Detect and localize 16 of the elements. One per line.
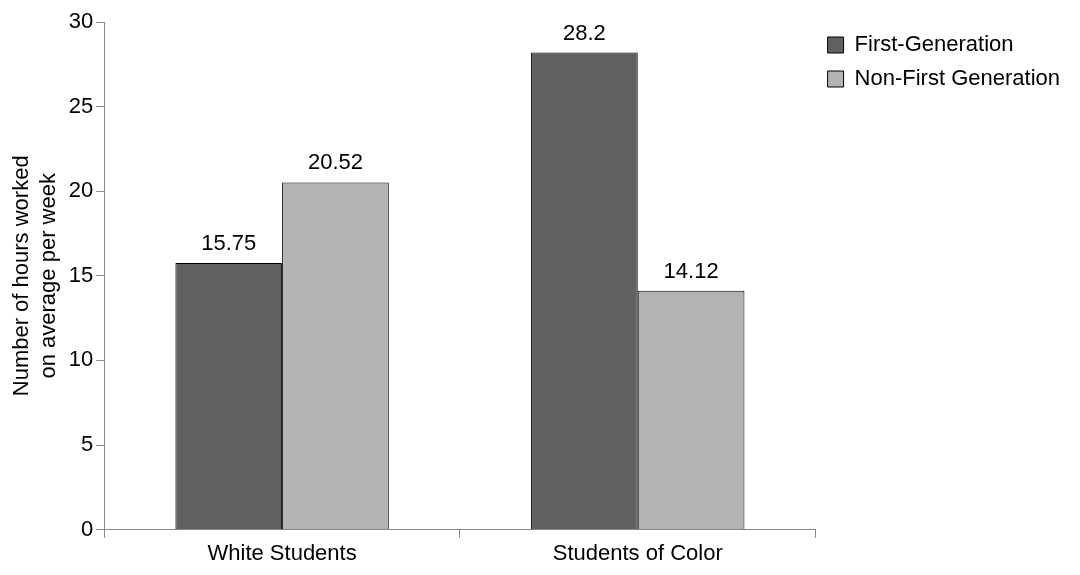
y-tick-label: 15 [68,261,94,287]
y-tick-label: 0 [81,515,94,541]
y-tick-label: 30 [68,8,94,34]
y-axis-title: Number of hours worked on average per week [8,155,60,397]
data-label: 15.75 [201,230,257,256]
data-label: 28.2 [563,19,606,45]
x-tick-label: White Students [207,539,357,565]
x-tick-label: Students of Color [552,539,723,565]
y-tick-label: 5 [81,431,94,457]
y-tick-label: 10 [68,346,94,372]
y-tick-label: 20 [68,177,94,203]
legend-label: First-Generation [854,31,1014,57]
legend-label: Non-First Generation [854,65,1061,91]
data-label: 20.52 [307,149,363,175]
data-label: 14.12 [663,257,719,283]
y-tick-label: 25 [68,92,94,118]
